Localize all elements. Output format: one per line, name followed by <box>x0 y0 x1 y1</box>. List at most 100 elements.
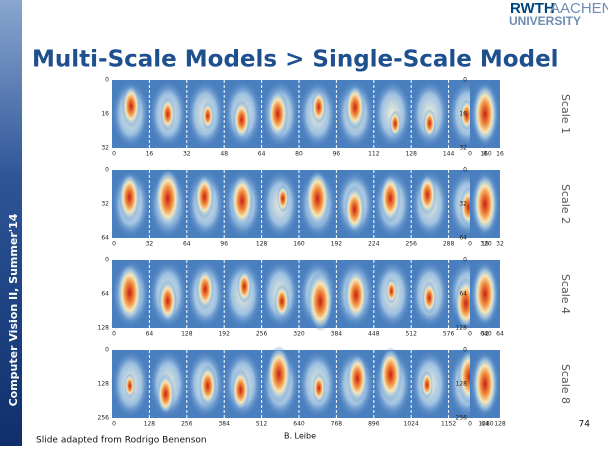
heat-blob <box>312 90 326 123</box>
x-tick-label: 256 <box>256 331 268 338</box>
heat-blob <box>307 271 333 331</box>
logo-university: UNIVERSITY <box>509 14 581 28</box>
x-tick-label: 128 <box>144 421 156 428</box>
x-tick-label: 1024 <box>404 421 419 428</box>
x-tick-label: 64 <box>183 241 191 248</box>
x-tick-label: 64 <box>146 331 154 338</box>
x-tick-label: 0 <box>112 241 116 248</box>
model-x-tick-label: 32 <box>481 331 489 338</box>
slide: Computer Vision II, Summer'14 Multi-Scal… <box>0 0 608 446</box>
x-tick-label: 0 <box>112 331 116 338</box>
heat-blob <box>379 347 403 402</box>
heat-blob <box>386 278 397 303</box>
y-tick-label: 128 <box>98 381 110 388</box>
model-x-tick-label: 8 <box>483 151 487 158</box>
x-tick-label: 16 <box>146 151 154 158</box>
scale-label: Scale 1 <box>559 94 572 134</box>
x-tick-label: 128 <box>405 151 417 158</box>
heat-blob <box>231 175 254 228</box>
heat-blob <box>267 90 288 139</box>
model-x-tick-label: 32 <box>496 241 504 248</box>
x-tick-label: 384 <box>218 421 230 428</box>
x-tick-label: 80 <box>295 151 303 158</box>
x-tick-label: 576 <box>443 331 455 338</box>
scale-label: Scale 8 <box>559 364 572 404</box>
heat-blob <box>232 369 250 411</box>
heat-blob <box>202 102 214 129</box>
heat-blob <box>119 173 140 222</box>
heat-blob <box>312 373 325 403</box>
model-y-tick-label: 32 <box>459 145 467 152</box>
model-blob <box>473 353 497 414</box>
x-tick-label: 288 <box>443 241 455 248</box>
x-tick-label: 384 <box>331 331 343 338</box>
y-tick-label: 32 <box>101 201 109 208</box>
model-x-tick-label: 16 <box>496 151 504 158</box>
scale-label: Scale 4 <box>559 274 572 314</box>
heat-blob <box>122 85 140 127</box>
heat-blob <box>161 97 175 130</box>
heat-blob <box>117 263 142 323</box>
model-y-tick-label: 64 <box>459 235 467 242</box>
heat-blob <box>419 174 437 215</box>
model-y-tick-label: 64 <box>459 291 467 298</box>
y-tick-label: 256 <box>98 415 110 422</box>
model-y-tick-label: 0 <box>463 77 467 84</box>
model-x-tick-label: 0 <box>468 421 472 428</box>
x-tick-label: 448 <box>368 331 380 338</box>
heat-blob <box>277 185 289 212</box>
model-x-tick-label: 0 <box>468 151 472 158</box>
x-tick-label: 768 <box>331 421 343 428</box>
credit: Slide adapted from Rodrigo Benenson <box>36 436 207 446</box>
x-tick-label: 224 <box>368 241 380 248</box>
x-tick-label: 96 <box>220 241 228 248</box>
x-tick-label: 0 <box>112 421 116 428</box>
model-blob <box>473 83 497 144</box>
x-tick-label: 512 <box>405 331 417 338</box>
y-tick-label: 64 <box>101 235 109 242</box>
x-tick-label: 64 <box>258 151 266 158</box>
x-tick-label: 48 <box>220 151 228 158</box>
model-x-tick-label: 64 <box>481 421 489 428</box>
x-tick-label: 192 <box>218 331 230 338</box>
heat-blob <box>233 100 250 140</box>
x-tick-label: 96 <box>333 151 341 158</box>
heat-blob <box>195 175 214 220</box>
model-y-tick-label: 256 <box>456 415 468 422</box>
model-y-tick-label: 0 <box>463 257 467 264</box>
x-tick-label: 112 <box>368 151 380 158</box>
x-tick-label: 144 <box>443 151 455 158</box>
model-x-tick-label: 0 <box>468 241 472 248</box>
heat-blob <box>159 280 177 323</box>
heat-blob <box>157 374 174 415</box>
slide-title: Multi-Scale Models > Single-Scale Model <box>32 47 559 73</box>
x-tick-label: 320 <box>293 331 305 338</box>
model-y-tick-label: 16 <box>459 111 467 118</box>
y-tick-label: 32 <box>101 145 109 152</box>
heat-blob <box>267 346 292 403</box>
x-tick-label: 896 <box>368 421 380 428</box>
x-tick-label: 32 <box>183 151 191 158</box>
model-y-tick-label: 0 <box>463 167 467 174</box>
heat-blob <box>421 371 433 398</box>
heat-blob <box>345 85 364 130</box>
y-tick-label: 64 <box>101 291 109 298</box>
x-tick-label: 128 <box>256 241 268 248</box>
model-x-tick-label: 0 <box>468 331 472 338</box>
course-label: Computer Vision II, Summer'14 <box>7 213 20 406</box>
x-tick-label: 192 <box>331 241 343 248</box>
heat-blob <box>125 373 136 398</box>
heat-blob <box>423 109 435 138</box>
x-tick-label: 256 <box>405 241 417 248</box>
y-tick-label: 16 <box>101 111 109 118</box>
x-tick-label: 256 <box>181 421 193 428</box>
y-tick-label: 0 <box>105 167 109 174</box>
model-x-tick-label: 64 <box>496 331 504 338</box>
y-tick-label: 0 <box>105 77 109 84</box>
x-tick-label: 512 <box>256 421 268 428</box>
author: B. Leibe <box>284 432 316 441</box>
model-x-tick-label: 128 <box>494 421 506 428</box>
heat-blob <box>347 354 368 403</box>
x-tick-label: 32 <box>146 241 154 248</box>
heat-blob <box>275 284 290 318</box>
